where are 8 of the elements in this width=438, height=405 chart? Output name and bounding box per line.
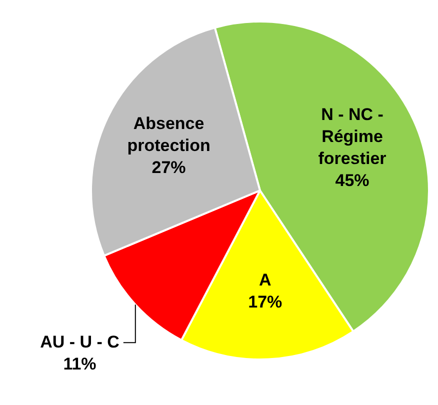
data-label: 11% (63, 354, 96, 374)
slice-label: N - NC - Régime forestier (318, 105, 387, 168)
slice-label: AU - U - C (40, 332, 120, 352)
data-label: 45% (335, 171, 370, 190)
slice-label: Absence protection (127, 114, 210, 155)
slice-label: A (258, 270, 272, 290)
data-label: 17% (248, 292, 282, 312)
data-label: 27% (152, 158, 186, 177)
